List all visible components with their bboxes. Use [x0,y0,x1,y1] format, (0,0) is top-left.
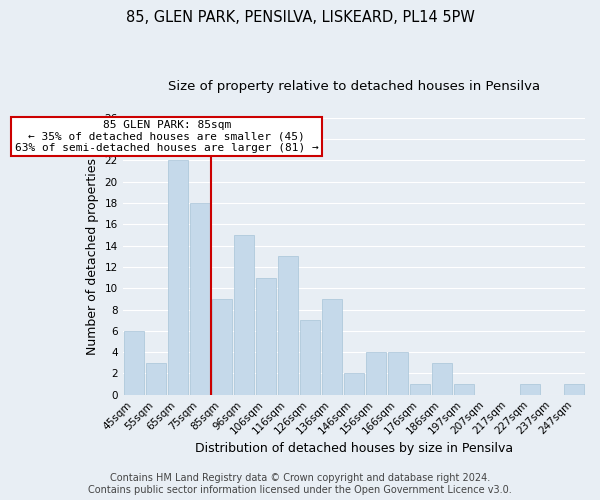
Bar [212,299,232,394]
Text: Contains HM Land Registry data © Crown copyright and database right 2024.
Contai: Contains HM Land Registry data © Crown c… [88,474,512,495]
Title: Size of property relative to detached houses in Pensilva: Size of property relative to detached ho… [168,80,540,93]
Text: 85 GLEN PARK: 85sqm
← 35% of detached houses are smaller (45)
63% of semi-detach: 85 GLEN PARK: 85sqm ← 35% of detached ho… [15,120,319,153]
Bar [190,203,209,394]
Bar [388,352,408,395]
Bar [124,331,143,394]
X-axis label: Distribution of detached houses by size in Pensilva: Distribution of detached houses by size … [195,442,513,455]
Bar [344,374,364,394]
Bar [256,278,275,394]
Bar [300,320,320,394]
Bar [278,256,298,394]
Bar [410,384,430,394]
Bar [146,363,166,394]
Bar [454,384,474,394]
Bar [520,384,540,394]
Bar [234,235,254,394]
Y-axis label: Number of detached properties: Number of detached properties [86,158,99,355]
Text: 85, GLEN PARK, PENSILVA, LISKEARD, PL14 5PW: 85, GLEN PARK, PENSILVA, LISKEARD, PL14 … [125,10,475,25]
Bar [564,384,584,394]
Bar [322,299,341,394]
Bar [168,160,188,394]
Bar [432,363,452,394]
Bar [366,352,386,395]
